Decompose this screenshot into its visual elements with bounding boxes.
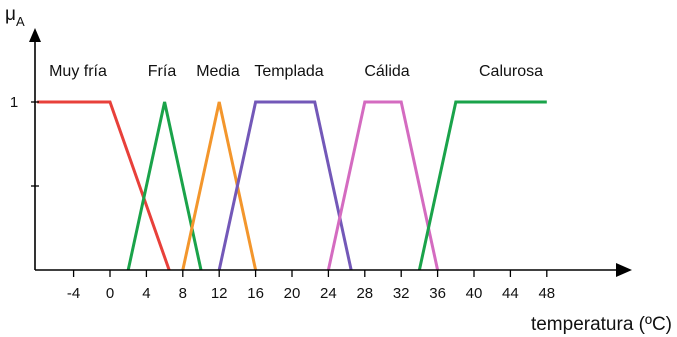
set-label: Cálida — [364, 63, 409, 80]
series-line-templada — [217, 100, 353, 271]
set-label: Calurosa — [479, 63, 543, 80]
series-layer — [37, 100, 547, 271]
series-line-calurosa — [417, 100, 547, 271]
series-line-muy-fria — [37, 100, 171, 271]
x-tick-label: 32 — [393, 285, 410, 302]
x-axis-arrow — [616, 263, 632, 277]
y-axis-title: μA — [5, 4, 25, 29]
x-tick-label: 44 — [502, 285, 519, 302]
x-tick-label: 36 — [429, 285, 446, 302]
y-axis-title-main: μ — [5, 4, 16, 25]
axes-layer — [29, 28, 632, 277]
x-tick-label: 20 — [284, 285, 301, 302]
set-label: Muy fría — [49, 63, 107, 80]
x-tick-label: 48 — [538, 285, 555, 302]
y-axis-title-subscript: A — [16, 14, 25, 29]
x-axis-title: temperatura (ºC) — [531, 314, 672, 335]
x-tick-label: 24 — [320, 285, 337, 302]
set-label: Media — [196, 63, 240, 80]
x-tick-label: 28 — [356, 285, 373, 302]
x-tick-label: -4 — [67, 285, 80, 302]
set-label: Templada — [254, 63, 323, 80]
series-line-fria — [126, 101, 203, 271]
labels-layer: μA temperatura (ºC) Muy fría Fría Media Tem… — [5, 4, 672, 335]
ticks-layer: -4 0 4 8 12 16 20 24 28 32 36 40 44 481 — [10, 94, 555, 302]
x-tick-label: 40 — [466, 285, 483, 302]
series-line-calida — [326, 100, 440, 271]
y-tick-label: 1 — [10, 94, 18, 111]
set-label: Fría — [148, 63, 177, 80]
x-tick-label: 0 — [106, 285, 114, 302]
x-tick-label: 4 — [142, 285, 150, 302]
x-tick-label: 16 — [247, 285, 264, 302]
x-tick-label: 12 — [211, 285, 228, 302]
x-tick-label: 8 — [179, 285, 187, 302]
series-line-media — [181, 101, 258, 271]
y-axis-arrow — [29, 28, 41, 42]
